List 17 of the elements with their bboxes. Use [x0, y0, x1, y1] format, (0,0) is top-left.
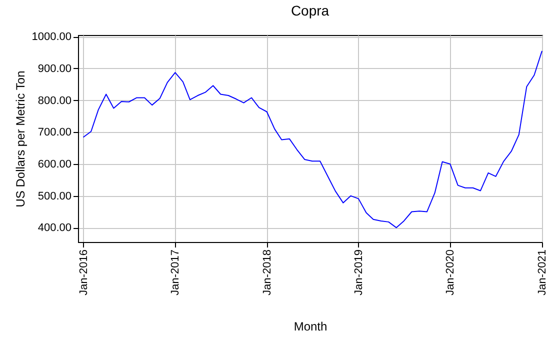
- x-tick-label: Jan-2020: [444, 250, 457, 296]
- x-tick-label: Jan-2021: [536, 250, 548, 296]
- y-tick-label: 800.00: [38, 94, 72, 107]
- x-tick-label: Jan-2019: [352, 250, 365, 296]
- y-tick-label: 500.00: [38, 190, 72, 202]
- y-tick-label: 1000.00: [32, 31, 72, 44]
- x-tick-label: Jan-2017: [170, 250, 182, 296]
- y-tick-label: 600.00: [38, 158, 72, 170]
- y-tick-label: 700.00: [38, 126, 72, 139]
- line-series: [82, 50, 542, 228]
- chart-title: Copra: [290, 2, 330, 19]
- y-tick-label: 900.00: [38, 62, 72, 75]
- y-axis-title: US Dollars per Metric Ton: [14, 70, 28, 208]
- y-tick-label: 400.00: [38, 222, 72, 234]
- x-tick-label: Jan-2018: [261, 250, 274, 296]
- x-tick-label: Jan-2016: [78, 250, 90, 296]
- x-axis-title: Month: [294, 319, 328, 334]
